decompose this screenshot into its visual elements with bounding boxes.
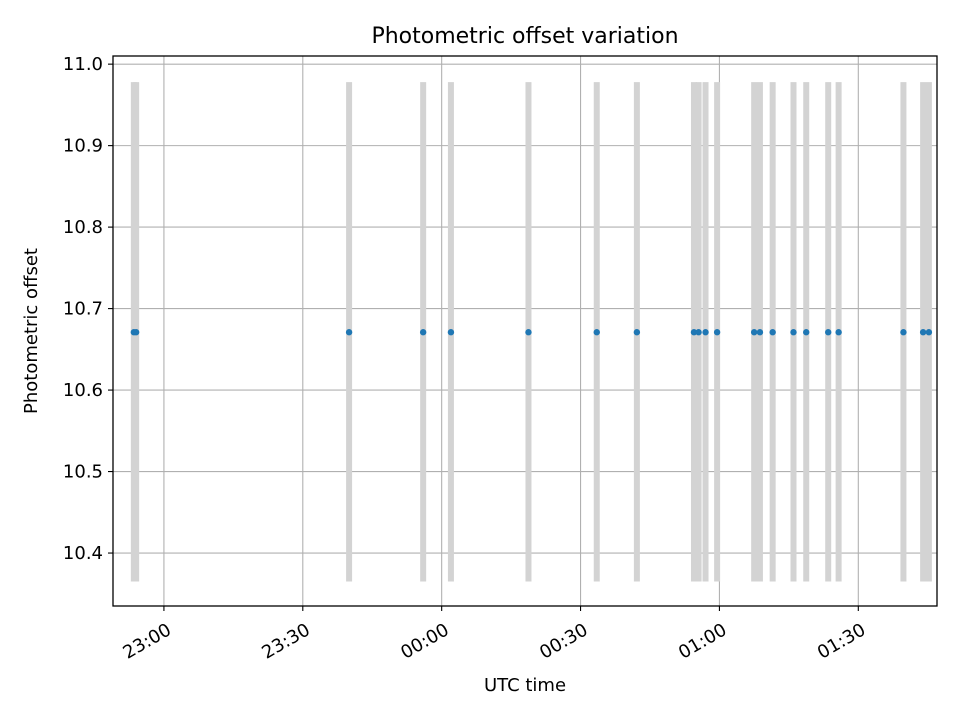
data-point xyxy=(525,329,532,336)
data-point xyxy=(690,329,698,336)
data-point xyxy=(593,329,600,336)
grid xyxy=(113,56,937,606)
data-point xyxy=(419,329,427,336)
data-point xyxy=(925,329,933,336)
y-tick-label: 11.0 xyxy=(63,54,103,75)
chart-title: Photometric offset variation xyxy=(371,24,678,49)
data-point xyxy=(790,329,797,336)
y-tick-label: 10.6 xyxy=(63,380,103,401)
x-tick-label: 01:30 xyxy=(814,619,869,663)
data-point xyxy=(750,329,758,336)
data-point xyxy=(695,329,702,336)
x-axis-label: UTC time xyxy=(484,675,566,696)
x-tick-label: 00:30 xyxy=(536,619,591,663)
y-tick-label: 10.5 xyxy=(63,462,103,483)
data-point xyxy=(803,329,810,336)
x-tick-label: 01:00 xyxy=(675,619,730,663)
y-axis-ticks: 10.4 10.5 10.6 10.7 10.8 10.9 11.0 xyxy=(63,54,113,564)
plot-frame xyxy=(112,55,938,607)
data-point xyxy=(900,329,907,336)
x-tick-label: 00:00 xyxy=(397,619,452,663)
data-points xyxy=(130,329,933,336)
data-point xyxy=(756,329,764,336)
x-tick-label: 23:30 xyxy=(258,619,313,663)
data-point xyxy=(345,329,353,336)
data-point xyxy=(633,329,641,336)
y-tick-label: 10.7 xyxy=(63,299,103,320)
data-point xyxy=(919,329,927,336)
data-point xyxy=(702,329,709,336)
data-point xyxy=(132,329,140,336)
x-tick-label: 23:00 xyxy=(119,619,174,663)
y-tick-label: 10.8 xyxy=(63,217,103,238)
data-point xyxy=(769,329,776,336)
y-tick-label: 10.4 xyxy=(63,543,103,564)
data-point xyxy=(835,329,842,336)
y-tick-label: 10.9 xyxy=(63,136,103,157)
x-axis-ticks: 23:00 23:30 00:00 00:30 01:00 01:30 xyxy=(119,606,869,664)
data-point xyxy=(825,329,832,336)
data-point xyxy=(447,329,455,336)
data-point xyxy=(713,329,721,336)
y-axis-label: Photometric offset xyxy=(21,248,42,414)
